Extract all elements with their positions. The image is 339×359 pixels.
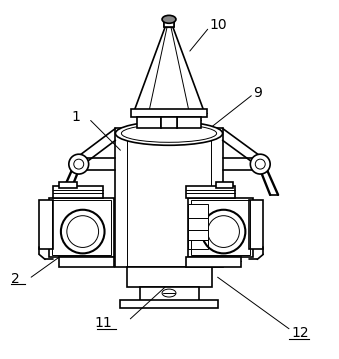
Bar — [59, 182, 77, 188]
Ellipse shape — [116, 121, 223, 145]
Bar — [188, 218, 208, 230]
Bar — [177, 117, 201, 129]
Bar — [53, 186, 103, 198]
Bar — [186, 257, 241, 267]
Text: 11: 11 — [95, 316, 113, 330]
Bar — [188, 239, 208, 250]
Bar — [140, 287, 199, 302]
Ellipse shape — [162, 289, 176, 297]
Ellipse shape — [69, 154, 89, 174]
Ellipse shape — [202, 210, 245, 253]
Ellipse shape — [162, 15, 176, 23]
Text: 1: 1 — [71, 109, 80, 123]
Bar — [39, 200, 53, 250]
Bar — [188, 198, 253, 257]
Text: 10: 10 — [210, 18, 227, 32]
Bar — [59, 257, 115, 267]
Bar — [164, 19, 174, 27]
Bar — [191, 200, 250, 255]
Text: 2: 2 — [11, 272, 20, 286]
Ellipse shape — [250, 154, 270, 174]
Bar — [137, 117, 161, 129]
Bar — [216, 182, 234, 188]
Bar — [186, 186, 236, 198]
Bar — [188, 230, 208, 239]
Bar — [161, 117, 177, 129]
Bar — [52, 200, 112, 255]
Polygon shape — [134, 27, 204, 111]
Polygon shape — [116, 129, 223, 267]
Bar — [120, 300, 218, 308]
Bar — [188, 204, 208, 218]
Text: 12: 12 — [291, 326, 308, 340]
Text: 9: 9 — [253, 86, 262, 100]
Bar — [49, 198, 115, 257]
Ellipse shape — [61, 210, 104, 253]
Bar — [131, 108, 207, 117]
Bar — [250, 200, 263, 250]
Bar — [127, 267, 212, 287]
